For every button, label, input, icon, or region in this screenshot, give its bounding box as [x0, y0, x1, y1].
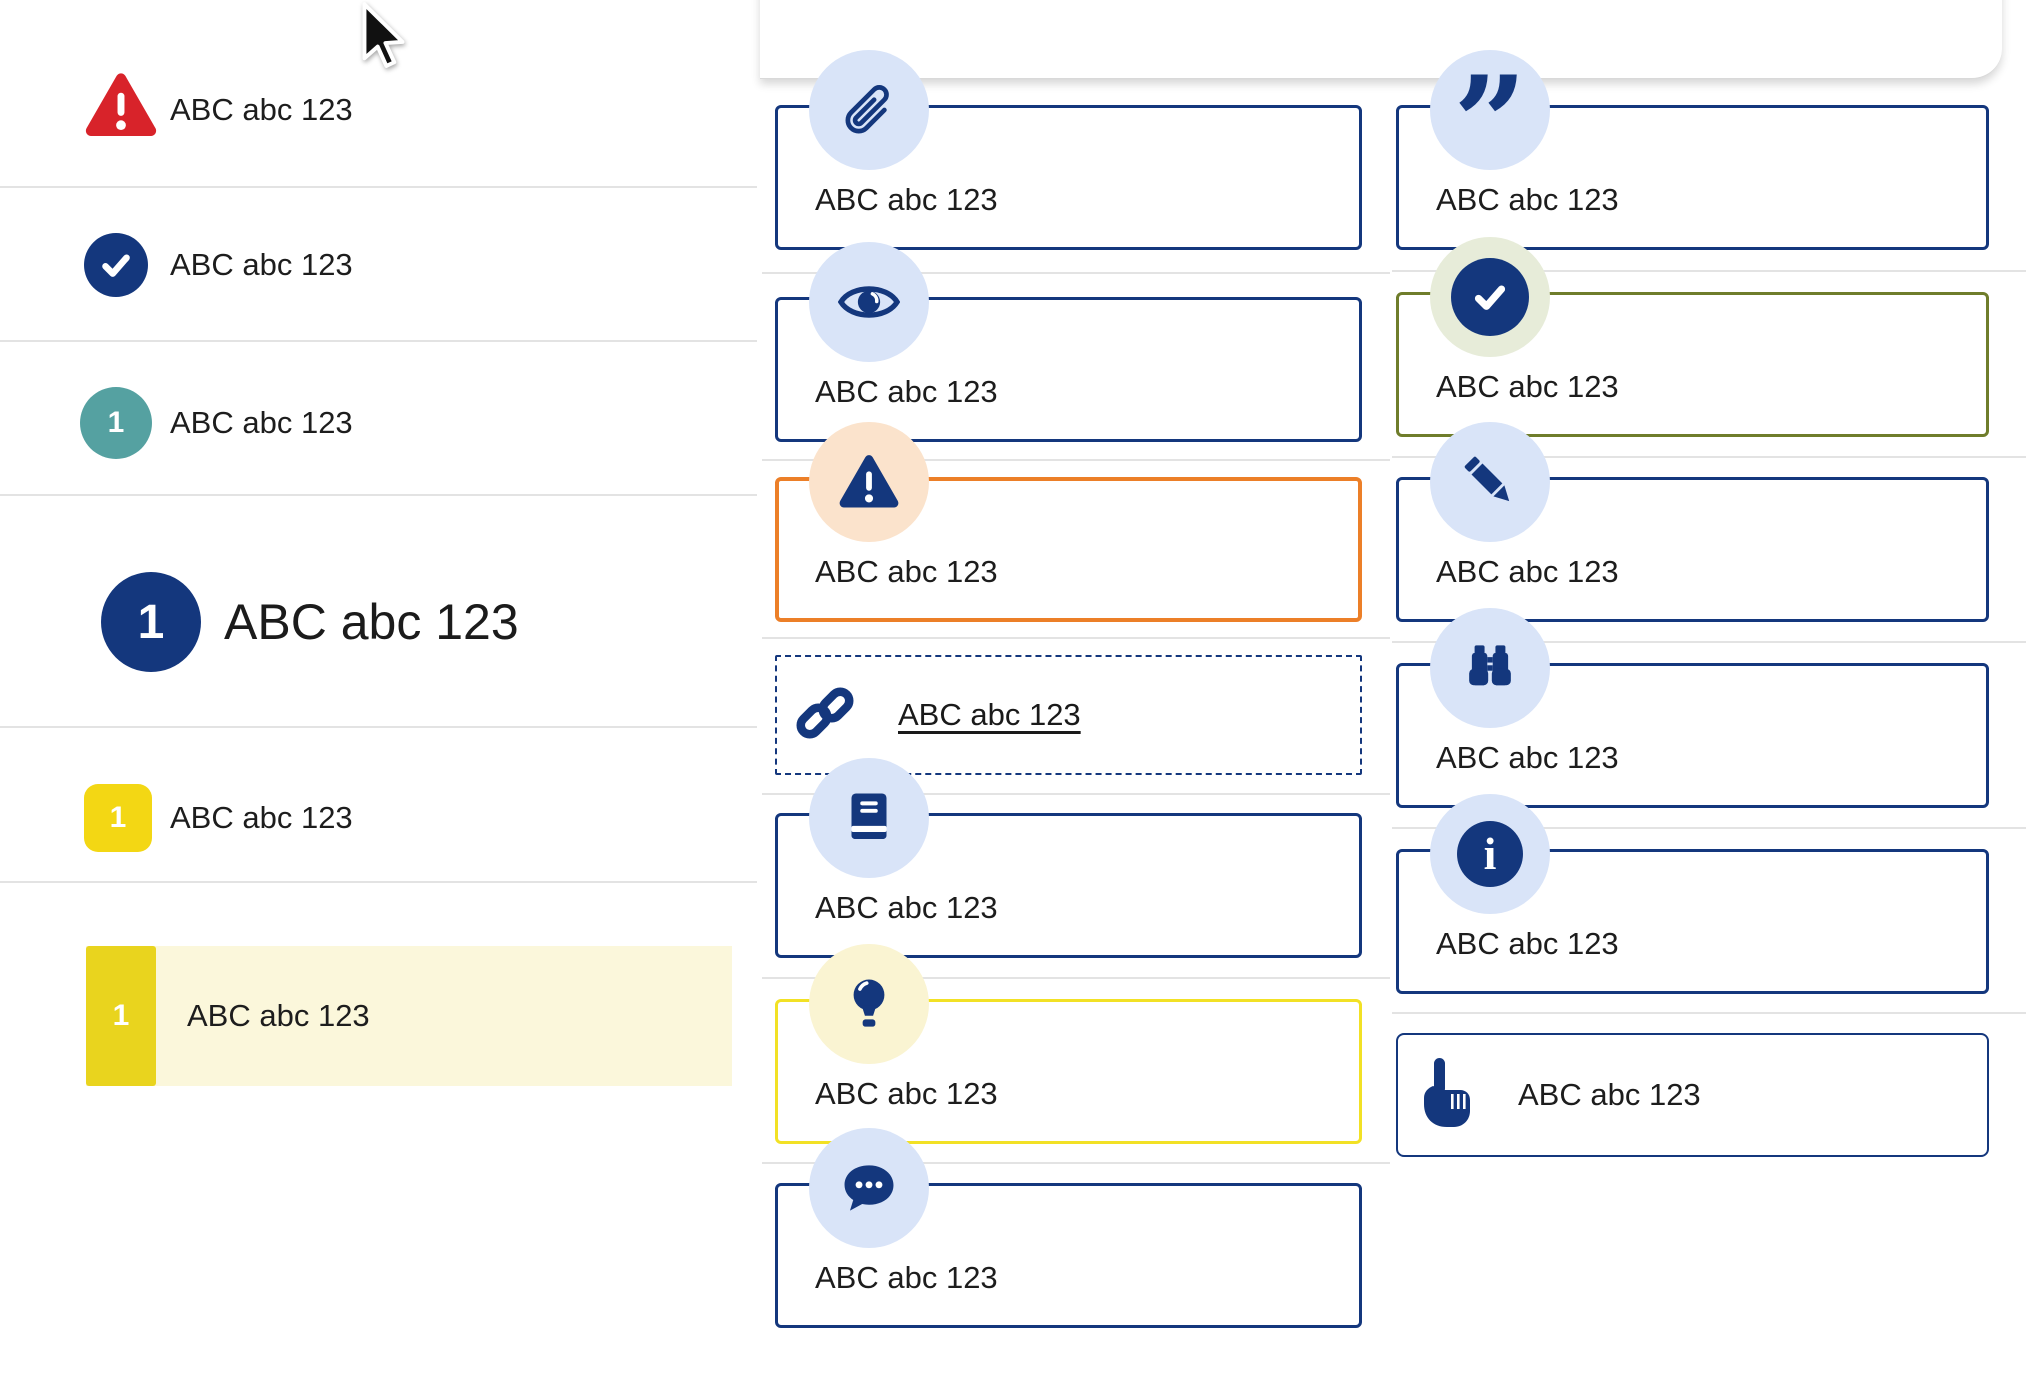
number-tag-yellow: 1 [84, 784, 152, 852]
divider [0, 881, 757, 883]
badge-number: 1 [137, 595, 165, 649]
check-circle-icon [1430, 237, 1550, 357]
list-item-label: ABC abc 123 [170, 92, 353, 127]
divider [1392, 456, 2026, 458]
divider [762, 459, 1390, 461]
card-label: ABC abc 123 [1436, 369, 1619, 404]
list-item-heading: ABC abc 123 [224, 594, 519, 650]
quote-icon: ” [1430, 50, 1550, 188]
card-label: ABC abc 123 [1518, 1077, 1701, 1112]
check-circle-icon [84, 233, 148, 297]
badge-number: 1 [107, 406, 125, 439]
divider [762, 272, 1390, 274]
divider [762, 793, 1390, 795]
card-label: ABC abc 123 [815, 182, 998, 217]
paperclip-icon [809, 50, 929, 170]
warning-icon [809, 422, 929, 542]
divider [1392, 827, 2026, 829]
card-link[interactable]: ABC abc 123 [898, 697, 1081, 732]
card-label: ABC abc 123 [815, 890, 998, 925]
chat-icon [809, 1128, 929, 1248]
divider [0, 340, 757, 342]
divider [0, 494, 757, 496]
list-item-label: ABC abc 123 [170, 247, 353, 282]
divider [762, 1162, 1390, 1164]
list-item-label: ABC abc 123 [187, 998, 370, 1033]
divider [762, 977, 1390, 979]
lightbulb-icon [809, 944, 929, 1064]
card-label: ABC abc 123 [815, 374, 998, 409]
divider [762, 637, 1390, 639]
divider [0, 726, 757, 728]
eye-icon [809, 242, 929, 362]
list-item-label: ABC abc 123 [170, 405, 353, 440]
card-label: ABC abc 123 [1436, 182, 1619, 217]
top-sheet-edge [760, 0, 2002, 79]
card-label: ABC abc 123 [1436, 740, 1619, 775]
step-badge-teal: 1 [80, 387, 152, 459]
callout-card-success [1396, 292, 1989, 437]
divider [1392, 1012, 2026, 1014]
mouse-cursor [362, 2, 408, 72]
callout-card-view [775, 297, 1362, 442]
info-icon: i [1430, 794, 1550, 914]
card-label: ABC abc 123 [815, 1076, 998, 1111]
badge-number: 1 [109, 801, 127, 834]
badge-number: 1 [112, 999, 130, 1032]
hand-point-icon [1418, 1056, 1482, 1134]
alert-triangle-icon [84, 72, 158, 139]
card-label: ABC abc 123 [1436, 554, 1619, 589]
step-badge-large-navy: 1 [101, 572, 201, 672]
book-icon [809, 758, 929, 878]
divider [1392, 270, 2026, 272]
link-icon [793, 681, 857, 745]
divider [0, 186, 757, 188]
card-label: ABC abc 123 [1436, 926, 1619, 961]
pencil-icon [1430, 422, 1550, 542]
divider [1392, 641, 2026, 643]
list-item-label: ABC abc 123 [170, 800, 353, 835]
binoculars-icon [1430, 608, 1550, 728]
callout-card-action[interactable] [1396, 1033, 1989, 1157]
callout-card-link[interactable] [775, 655, 1362, 775]
highlighted-row [86, 946, 732, 1086]
number-bar-yellow: 1 [86, 946, 156, 1086]
card-label: ABC abc 123 [815, 554, 998, 589]
card-label: ABC abc 123 [815, 1260, 998, 1295]
